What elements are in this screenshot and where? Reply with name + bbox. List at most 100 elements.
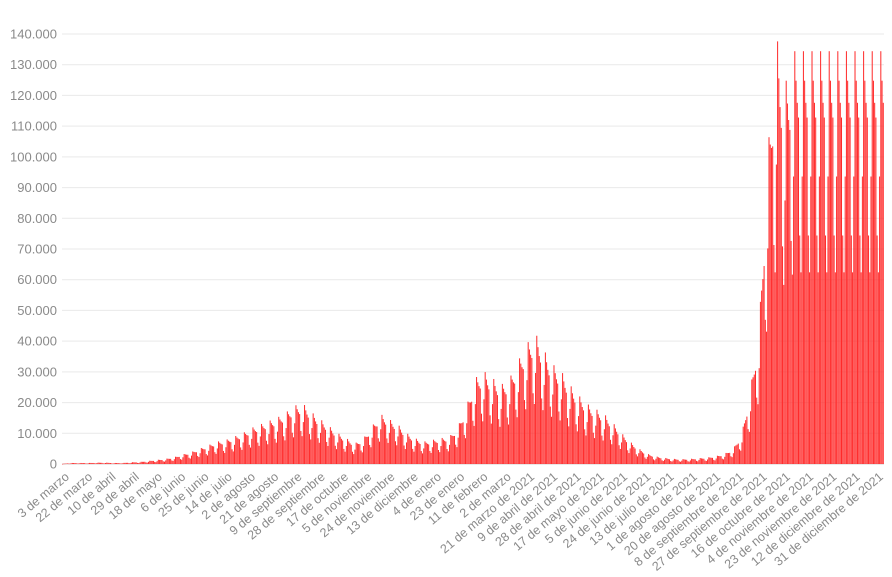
bar <box>63 463 65 465</box>
bar <box>128 463 130 464</box>
bar <box>203 449 205 464</box>
bar <box>388 432 390 464</box>
bar <box>280 421 282 464</box>
bar <box>111 463 113 464</box>
bar <box>668 459 670 464</box>
bar <box>490 423 492 464</box>
bar <box>605 415 607 464</box>
y-tick-label: 30.000 <box>17 364 57 379</box>
bar <box>165 460 167 464</box>
bar <box>243 432 245 464</box>
bar <box>472 420 474 464</box>
bar <box>452 436 454 464</box>
bar <box>673 458 675 464</box>
bar <box>403 445 405 464</box>
bar <box>213 446 215 464</box>
bar <box>210 445 212 464</box>
bar <box>613 424 615 464</box>
bar <box>390 420 392 464</box>
bar <box>678 461 680 464</box>
bar <box>498 419 500 464</box>
bar <box>446 449 448 464</box>
bar <box>455 444 457 464</box>
bar <box>307 417 309 464</box>
bar <box>397 436 399 464</box>
bar <box>269 420 271 464</box>
bar <box>810 176 812 464</box>
bar <box>440 446 442 464</box>
bar <box>729 452 731 464</box>
bar <box>573 398 575 464</box>
bar <box>684 459 686 464</box>
bar <box>383 422 385 464</box>
bar <box>229 441 231 464</box>
bar <box>645 458 647 464</box>
bar <box>767 248 769 464</box>
bar <box>834 272 836 464</box>
y-tick-label: 130.000 <box>10 57 57 72</box>
bar <box>763 266 765 464</box>
bar <box>607 423 609 464</box>
bar <box>818 176 820 464</box>
bar <box>694 459 696 464</box>
bar <box>449 444 451 464</box>
bar <box>511 379 513 464</box>
bar <box>430 452 432 464</box>
bar <box>860 272 862 464</box>
bar <box>756 397 758 464</box>
bar <box>457 437 459 464</box>
bar <box>151 460 153 464</box>
bar <box>216 448 218 464</box>
bar <box>585 435 587 464</box>
bar <box>468 402 470 464</box>
bar <box>614 428 616 464</box>
bar <box>644 457 646 464</box>
bar <box>299 414 301 464</box>
bar <box>659 457 661 464</box>
bar <box>551 416 553 464</box>
bar <box>96 463 98 464</box>
bar <box>794 51 796 464</box>
bar <box>90 462 92 464</box>
bar <box>820 51 822 464</box>
bar <box>219 442 221 464</box>
bar <box>462 422 464 464</box>
bar <box>758 368 760 464</box>
bar <box>224 452 226 464</box>
bar <box>386 438 388 464</box>
bar <box>200 448 202 464</box>
bar <box>225 447 227 464</box>
bar <box>670 460 672 464</box>
bar <box>650 456 652 464</box>
bar <box>727 453 729 464</box>
bar <box>281 422 283 464</box>
bar <box>192 451 194 464</box>
bar <box>344 451 346 464</box>
bar <box>326 441 328 464</box>
bar <box>285 428 287 464</box>
bar <box>77 463 79 465</box>
bar <box>391 423 393 464</box>
bar <box>520 363 522 464</box>
bar <box>681 460 683 464</box>
bar <box>308 434 310 464</box>
bar <box>123 462 125 464</box>
bar <box>101 462 103 464</box>
bar <box>487 385 489 464</box>
bar <box>617 434 619 464</box>
bar <box>145 462 147 464</box>
bar <box>525 409 527 464</box>
bar <box>81 463 83 464</box>
bar <box>651 456 653 464</box>
bar <box>759 301 761 464</box>
bar <box>508 424 510 464</box>
bar <box>369 444 371 464</box>
bar <box>337 442 339 464</box>
bar <box>245 433 247 464</box>
bar <box>130 462 132 464</box>
bar <box>557 383 559 464</box>
bar <box>704 460 706 464</box>
bar <box>370 447 372 464</box>
bar <box>861 176 863 464</box>
